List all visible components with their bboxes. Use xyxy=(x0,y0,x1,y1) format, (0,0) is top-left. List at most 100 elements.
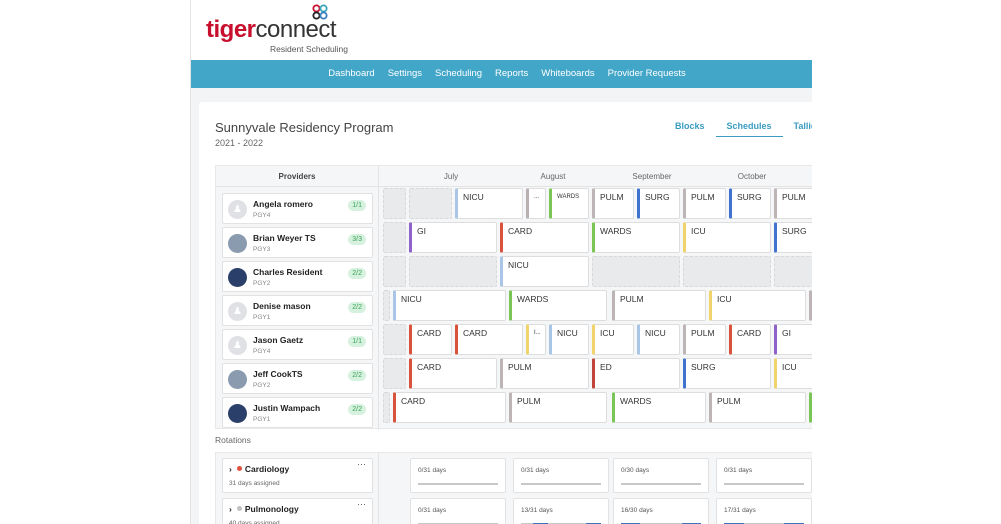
rotation-block[interactable]: PULM xyxy=(592,188,634,219)
logo-text-tiger: tiger xyxy=(206,16,256,43)
empty-block[interactable] xyxy=(383,256,406,287)
status-badge: 1/1 xyxy=(348,200,366,211)
rotation-block[interactable]: CARD xyxy=(455,324,523,355)
rotation-block[interactable]: GI xyxy=(409,222,497,253)
more-options-icon[interactable]: ··· xyxy=(357,499,366,509)
tally-text: 16/30 days xyxy=(621,507,653,514)
tally-cell: 0/31 days xyxy=(410,498,506,524)
nav-provider-requests[interactable]: Provider Requests xyxy=(607,68,686,79)
rotation-block[interactable]: ICU xyxy=(683,222,771,253)
rotation-card[interactable]: › Pulmonology 40 days assigned ··· xyxy=(222,498,373,524)
tigerconnect-logo[interactable]: tigerconnect Resident Scheduling xyxy=(206,4,348,56)
empty-block[interactable] xyxy=(383,222,406,253)
rotation-block[interactable]: NICU xyxy=(500,256,589,287)
provider-card[interactable]: ♟ Denise mason PGY1 2/2 xyxy=(222,295,373,326)
chevron-right-icon[interactable]: › xyxy=(229,504,232,514)
rotation-block[interactable]: CARD xyxy=(409,358,497,389)
nav-reports[interactable]: Reports xyxy=(495,68,529,79)
rotation-name: Pulmonology xyxy=(244,504,299,514)
empty-block[interactable] xyxy=(592,256,680,287)
rotation-block[interactable]: PULM xyxy=(500,358,589,389)
rotation-block[interactable]: NICU xyxy=(455,188,523,219)
rotation-block[interactable]: ICU xyxy=(709,290,806,321)
rotation-block[interactable]: CARD xyxy=(729,324,771,355)
rotation-block[interactable]: SURG xyxy=(729,188,771,219)
tab-schedules[interactable]: Schedules xyxy=(715,121,783,137)
rotation-block[interactable]: PULM xyxy=(683,188,726,219)
rotation-block[interactable]: SURG xyxy=(774,222,812,253)
provider-card[interactable]: Brian Weyer TS PGY3 3/3 xyxy=(222,227,373,258)
empty-block[interactable] xyxy=(809,392,812,423)
provider-card[interactable]: Jeff CookTS PGY2 2/2 xyxy=(222,363,373,394)
rotation-block[interactable]: GI xyxy=(774,324,812,355)
empty-block[interactable] xyxy=(683,256,771,287)
tally-text: 17/31 days xyxy=(724,507,756,514)
provider-pgy: PGY4 xyxy=(253,212,271,219)
provider-card[interactable]: ♟ Jason Gaetz PGY4 1/1 xyxy=(222,329,373,360)
rotation-block[interactable]: ED xyxy=(592,358,680,389)
provider-card[interactable]: ♟ Angela romero PGY4 1/1 xyxy=(222,193,373,224)
rotation-block[interactable]: NICU xyxy=(393,290,506,321)
status-badge: 1/1 xyxy=(348,336,366,347)
month-october: October xyxy=(737,172,767,181)
rotation-block[interactable]: ... xyxy=(526,188,546,219)
rotation-block[interactable]: WARDS xyxy=(592,222,680,253)
rotation-block[interactable]: PULM xyxy=(509,392,607,423)
rotations-panel: › Cardiology 31 days assigned ··· › Pulmono… xyxy=(215,452,812,524)
rotation-block[interactable]: PULM xyxy=(612,290,706,321)
progress-bar xyxy=(521,483,601,485)
rotation-block[interactable]: ICU xyxy=(592,324,634,355)
rotation-color-dot xyxy=(236,466,242,471)
empty-block[interactable] xyxy=(383,290,390,321)
provider-pgy: PGY4 xyxy=(253,348,271,355)
avatar: ♟ xyxy=(228,302,247,321)
rotation-block[interactable]: ICU xyxy=(774,358,812,389)
rotation-card[interactable]: › Cardiology 31 days assigned ··· xyxy=(222,458,373,493)
nav-whiteboards[interactable]: Whiteboards xyxy=(541,68,595,79)
rotation-block[interactable]: WARDS xyxy=(612,392,706,423)
assignment-grid: NICU... WARDS PULM SURG PULM SURG PULM GI CARD WA… xyxy=(383,187,812,430)
empty-block[interactable] xyxy=(774,256,812,287)
tab-blocks[interactable]: Blocks xyxy=(675,121,705,131)
more-options-icon[interactable]: ··· xyxy=(357,459,366,469)
provider-pgy: PGY1 xyxy=(253,416,271,423)
month-july: July xyxy=(443,172,459,181)
rotation-block[interactable]: PULM xyxy=(683,324,726,355)
rotation-block[interactable]: PULM xyxy=(709,392,806,423)
rotation-block[interactable]: SURG xyxy=(683,358,771,389)
tally-text: 0/31 days xyxy=(724,467,753,474)
rotation-block[interactable]: PULM xyxy=(774,188,812,219)
rotation-block[interactable]: WARDS xyxy=(549,188,589,219)
empty-block[interactable] xyxy=(409,256,497,287)
provider-card[interactable]: Justin Wampach PGY1 2/2 xyxy=(222,397,373,428)
nav-settings[interactable]: Settings xyxy=(387,68,423,79)
rotation-block[interactable]: CARD xyxy=(393,392,506,423)
status-badge: 2/2 xyxy=(348,268,366,279)
empty-block[interactable] xyxy=(809,290,812,321)
rotation-block[interactable]: WARDS xyxy=(509,290,607,321)
empty-block[interactable] xyxy=(383,392,390,423)
empty-block[interactable] xyxy=(383,358,406,389)
avatar: ♟ xyxy=(228,200,247,219)
provider-pgy: PGY1 xyxy=(253,314,271,321)
empty-block[interactable] xyxy=(383,188,406,219)
tab-tallies[interactable]: Tallies xyxy=(793,121,812,131)
provider-name: Angela romero xyxy=(253,199,313,209)
rotation-block[interactable]: NICU xyxy=(549,324,589,355)
rotation-block[interactable]: SURG xyxy=(637,188,680,219)
nav-scheduling[interactable]: Scheduling xyxy=(435,68,483,79)
provider-pgy: PGY2 xyxy=(253,382,271,389)
view-tabs: Blocks Schedules Tallies xyxy=(664,121,812,137)
empty-block[interactable] xyxy=(383,324,406,355)
rotation-block[interactable]: CARD xyxy=(500,222,589,253)
rotation-block[interactable]: NICU xyxy=(637,324,680,355)
rotation-block[interactable]: I... xyxy=(526,324,546,355)
empty-block[interactable] xyxy=(409,188,452,219)
tally-cell: 0/31 days xyxy=(716,458,812,493)
nav-dashboard[interactable]: Dashboard xyxy=(328,68,375,79)
chevron-right-icon[interactable]: › xyxy=(229,464,232,474)
rotation-block[interactable]: CARD xyxy=(409,324,452,355)
provider-card[interactable]: Charles Resident PGY2 2/2 xyxy=(222,261,373,292)
rotation-color-dot xyxy=(236,506,242,511)
tally-text: 0/31 days xyxy=(418,467,447,474)
